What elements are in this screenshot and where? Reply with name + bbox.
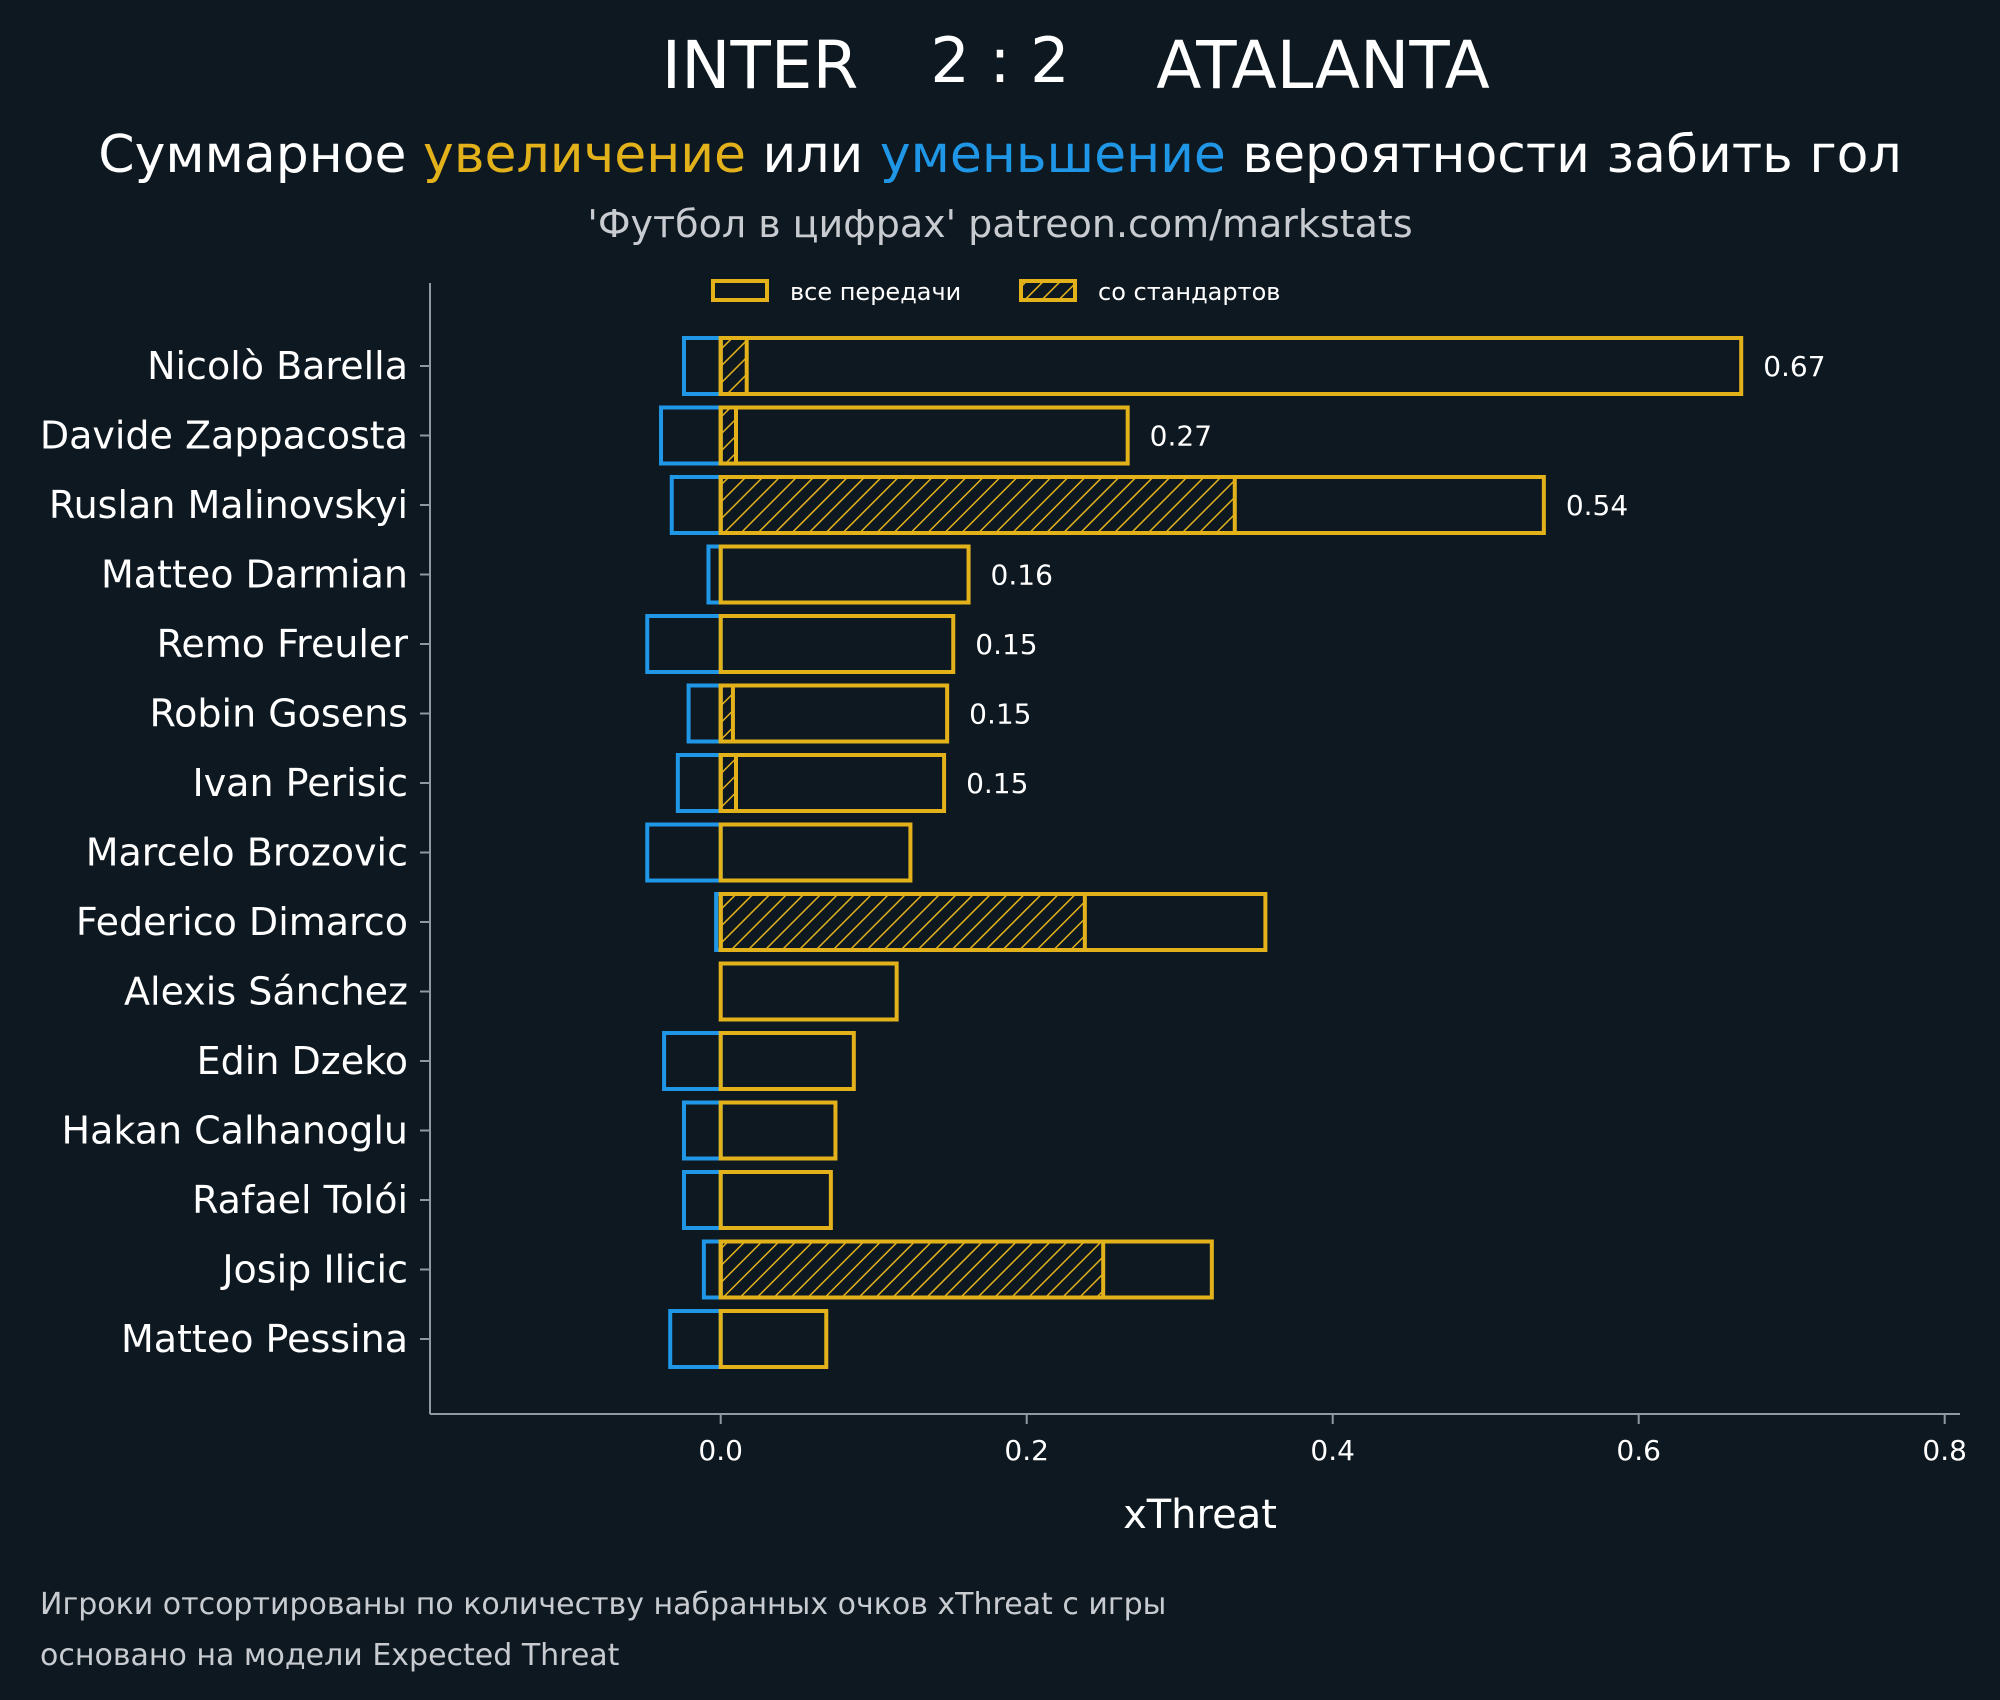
player-name: Matteo Pessina	[121, 1317, 408, 1361]
away-team: ATALANTA	[1156, 27, 1490, 104]
subtitle-part3: вероятности забить гол	[1226, 125, 1902, 185]
bar-setpiece	[718, 336, 749, 396]
player-name: Hakan Calhanoglu	[62, 1109, 409, 1153]
player-row: Remo Freuler 0.15	[157, 614, 1038, 674]
player-row: Matteo Darmian 0.16	[101, 544, 1053, 605]
player-name: Federico Dimarco	[76, 900, 408, 944]
x-tick-label: 0.2	[1004, 1434, 1049, 1467]
data-label: 0.15	[969, 698, 1031, 731]
player-name: Ruslan Malinovskyi	[49, 483, 408, 527]
player-row: Federico Dimarco	[76, 892, 1268, 952]
x-tick-label: 0.0	[698, 1434, 743, 1467]
subtitle: Суммарное увеличение или уменьшение веро…	[98, 125, 1901, 185]
player-row: Ivan Perisic 0.15	[192, 753, 1028, 813]
bar-positive	[718, 822, 913, 883]
data-label: 0.16	[991, 559, 1053, 592]
data-label: 0.54	[1566, 489, 1628, 522]
bar-positive	[718, 1239, 1214, 1300]
player-name: Edin Dzeko	[197, 1039, 408, 1083]
player-name: Remo Freuler	[157, 622, 409, 666]
data-label: 0.67	[1763, 350, 1825, 383]
data-label: 0.27	[1150, 420, 1212, 453]
bar-positive	[718, 614, 956, 674]
player-name: Ivan Perisic	[192, 761, 408, 805]
x-tick-label: 0.4	[1310, 1434, 1355, 1467]
player-row: Marcelo Brozovic	[86, 822, 913, 883]
player-row: Alexis Sánchez	[124, 961, 899, 1022]
bar-setpiece	[718, 753, 739, 813]
footer-note-1: Игроки отсортированы по количеству набра…	[40, 1587, 1166, 1622]
bar-positive	[718, 1031, 856, 1091]
player-name: Nicolò Barella	[147, 344, 408, 388]
bar-setpiece	[718, 892, 1087, 952]
bar-positive	[718, 1309, 829, 1369]
player-name: Marcelo Brozovic	[86, 831, 408, 875]
footer-note-2: основано на модели Expected Threat	[40, 1638, 620, 1673]
subtitle-increase: увеличение	[423, 125, 746, 185]
legend-label-setpiece: со стандартов	[1098, 278, 1280, 306]
bar-positive	[718, 336, 1744, 396]
subtitle-part2: или	[746, 125, 880, 185]
player-row: Josip Ilicic	[220, 1239, 1214, 1300]
data-label: 0.15	[975, 628, 1037, 661]
score: 2 : 2	[930, 24, 1069, 97]
legend-swatch-setpiece	[1019, 279, 1077, 302]
bar-positive	[718, 475, 1546, 535]
player-row: Edin Dzeko	[197, 1031, 856, 1091]
bar-setpiece	[718, 405, 739, 466]
player-name: Rafael Tolói	[192, 1178, 408, 1222]
bar-positive	[718, 892, 1268, 952]
bar-positive	[718, 1100, 838, 1161]
player-row: Hakan Calhanoglu	[62, 1100, 838, 1161]
legend-swatch-all	[711, 279, 769, 302]
data-label: 0.15	[966, 767, 1028, 800]
x-axis-label: xThreat	[1123, 1492, 1277, 1538]
player-row: Robin Gosens 0.15	[149, 683, 1031, 744]
player-row: Ruslan Malinovskyi 0.54	[49, 475, 1628, 535]
source-credit: 'Футбол в цифрах' patreon.com/markstats	[587, 202, 1412, 246]
bar-positive	[718, 683, 950, 744]
bar-setpiece	[718, 1239, 1106, 1300]
player-row: Davide Zappacosta 0.27	[40, 405, 1212, 466]
legend-label-all: все передачи	[790, 278, 961, 306]
player-name: Alexis Sánchez	[124, 970, 408, 1014]
bar-positive	[718, 753, 947, 813]
player-name: Davide Zappacosta	[40, 414, 408, 458]
home-team: INTER	[662, 27, 859, 104]
bar-setpiece	[718, 475, 1237, 535]
bar-positive	[718, 961, 899, 1022]
x-tick-label: 0.6	[1616, 1434, 1661, 1467]
player-name: Robin Gosens	[149, 692, 408, 736]
subtitle-decrease: уменьшение	[880, 125, 1226, 185]
player-row: Nicolò Barella 0.67	[147, 336, 1826, 396]
player-name: Matteo Darmian	[101, 553, 408, 597]
x-tick-label: 0.8	[1922, 1434, 1967, 1467]
player-name: Josip Ilicic	[220, 1248, 408, 1292]
bar-positive	[718, 1170, 833, 1230]
player-row: Matteo Pessina	[121, 1309, 829, 1369]
player-row: Rafael Tolói	[192, 1170, 833, 1230]
bar-positive	[718, 544, 971, 605]
player-rows: Nicolò Barella 0.67 Davide Zappacosta 0.27 R…	[40, 336, 1826, 1369]
legend: все передачи со стандартов	[711, 278, 1280, 306]
x-ticks: 0.0 0.2 0.4 0.6 0.8	[698, 1414, 1967, 1467]
subtitle-part1: Суммарное	[98, 125, 423, 185]
bar-positive	[718, 405, 1130, 466]
